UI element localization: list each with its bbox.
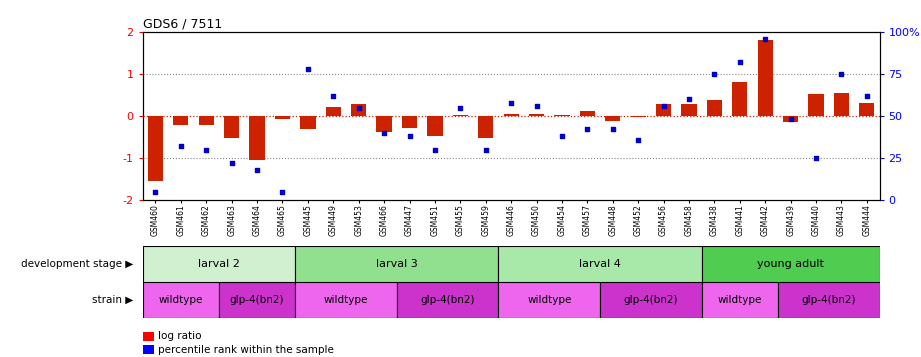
Bar <box>758 40 773 116</box>
Point <box>173 144 188 149</box>
Point <box>530 103 544 109</box>
Bar <box>783 116 799 122</box>
Bar <box>377 116 391 132</box>
Text: percentile rank within the sample: percentile rank within the sample <box>158 345 334 355</box>
Point <box>478 147 493 152</box>
Point <box>326 93 341 99</box>
Bar <box>702 282 778 318</box>
Point <box>504 100 519 105</box>
Point <box>631 137 646 142</box>
Point <box>427 147 442 152</box>
Bar <box>173 116 189 125</box>
Text: wildtype: wildtype <box>324 295 368 305</box>
Point <box>783 116 798 122</box>
Point <box>225 160 239 166</box>
Text: wildtype: wildtype <box>527 295 571 305</box>
Point <box>682 96 696 102</box>
Point <box>657 103 671 109</box>
Point <box>834 71 849 77</box>
Point <box>199 147 214 152</box>
Bar <box>656 104 671 116</box>
Point <box>148 188 163 194</box>
Bar <box>219 282 296 318</box>
Bar <box>579 111 595 116</box>
Text: larval 4: larval 4 <box>579 259 621 269</box>
Point <box>250 167 264 172</box>
Point <box>809 155 823 161</box>
Point <box>275 188 290 194</box>
Point <box>605 127 620 132</box>
Point <box>377 130 391 136</box>
Bar <box>600 282 702 318</box>
Bar <box>148 116 163 181</box>
Bar <box>605 116 621 121</box>
Point <box>580 127 595 132</box>
Point <box>554 133 569 139</box>
Text: development stage ▶: development stage ▶ <box>21 259 134 269</box>
Bar <box>809 94 823 116</box>
Bar <box>274 116 290 119</box>
Bar <box>397 282 498 318</box>
Text: larval 3: larval 3 <box>376 259 418 269</box>
Text: glp-4(bn2): glp-4(bn2) <box>801 295 856 305</box>
Bar <box>250 116 264 160</box>
Bar <box>351 104 367 116</box>
Text: glp-4(bn2): glp-4(bn2) <box>420 295 475 305</box>
Bar <box>504 114 519 116</box>
Text: GDS6 / 7511: GDS6 / 7511 <box>143 18 222 31</box>
Text: glp-4(bn2): glp-4(bn2) <box>230 295 285 305</box>
Text: strain ▶: strain ▶ <box>92 295 134 305</box>
Text: young adult: young adult <box>757 259 824 269</box>
Point <box>300 66 315 72</box>
Bar <box>326 107 341 116</box>
Bar <box>199 116 214 125</box>
Point <box>402 133 417 139</box>
Text: glp-4(bn2): glp-4(bn2) <box>624 295 678 305</box>
Bar <box>631 116 646 117</box>
Point <box>732 60 747 65</box>
Text: wildtype: wildtype <box>158 295 203 305</box>
Bar <box>498 246 702 282</box>
Bar <box>427 116 443 136</box>
Bar <box>778 282 880 318</box>
Bar <box>859 102 874 116</box>
Point <box>758 36 773 42</box>
Bar <box>554 115 569 116</box>
Bar <box>300 116 316 130</box>
Bar <box>402 116 417 128</box>
Bar <box>702 246 880 282</box>
Point <box>707 71 722 77</box>
Bar <box>143 246 296 282</box>
Bar <box>296 282 397 318</box>
Text: larval 2: larval 2 <box>198 259 239 269</box>
Bar <box>682 104 696 116</box>
Bar <box>706 100 722 116</box>
Bar <box>143 282 219 318</box>
Bar <box>296 246 498 282</box>
Bar <box>224 116 239 138</box>
Bar <box>529 114 544 116</box>
Bar <box>453 115 468 116</box>
Point <box>453 105 468 111</box>
Text: log ratio: log ratio <box>158 331 202 342</box>
Bar <box>834 93 849 116</box>
Bar <box>478 116 494 138</box>
Point <box>859 93 874 99</box>
Point <box>351 105 366 111</box>
Text: wildtype: wildtype <box>717 295 762 305</box>
Bar <box>732 82 748 116</box>
Bar <box>498 282 600 318</box>
